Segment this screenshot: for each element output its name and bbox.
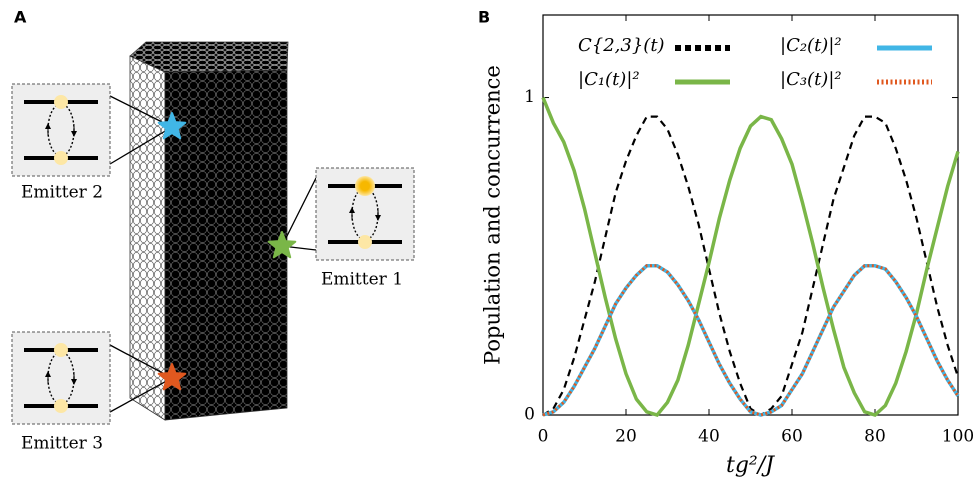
legend-label: |C₁(t)|² [578,69,640,90]
level-state [355,176,375,196]
emitter-label: Emitter 3 [21,434,103,454]
series-line [542,264,960,417]
emitter-star [157,363,187,391]
level-state [54,151,68,165]
level-state [54,95,68,109]
connectors [109,95,317,413]
legend-label: |C₂(t)|² [780,35,842,56]
x-tick-label: 20 [615,427,637,447]
level-state [358,235,372,249]
y-tick-label: 0 [524,405,535,425]
x-tick-label: 100 [942,427,973,447]
series-line [542,115,960,417]
waveguide [129,41,289,421]
x-tick-label: 80 [864,427,886,447]
legend-label: C{2,3}(t) [578,35,665,56]
emitter-star [157,112,187,140]
plot-frame [542,14,959,416]
level-state [54,343,68,357]
panel-label: B [478,8,490,27]
series-line [542,264,960,417]
y-tick-label: 1 [524,87,535,107]
emitter-star [267,231,297,259]
emitter-label: Emitter 2 [21,183,103,203]
x-tick-label: 60 [781,427,803,447]
x-tick-label: 0 [538,427,549,447]
y-axis-label: Population and concurrence [481,65,505,365]
emitter-label: Emitter 1 [321,270,403,290]
x-axis-label: tg²/J [726,453,775,478]
x-tick-label: 40 [698,427,720,447]
legend-label: |C₃(t)|² [780,69,842,90]
panel-label: A [14,8,27,27]
series-line [541,96,960,418]
level-state [54,399,68,413]
